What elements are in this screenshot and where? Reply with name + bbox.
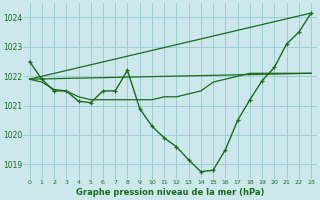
X-axis label: Graphe pression niveau de la mer (hPa): Graphe pression niveau de la mer (hPa)	[76, 188, 265, 197]
